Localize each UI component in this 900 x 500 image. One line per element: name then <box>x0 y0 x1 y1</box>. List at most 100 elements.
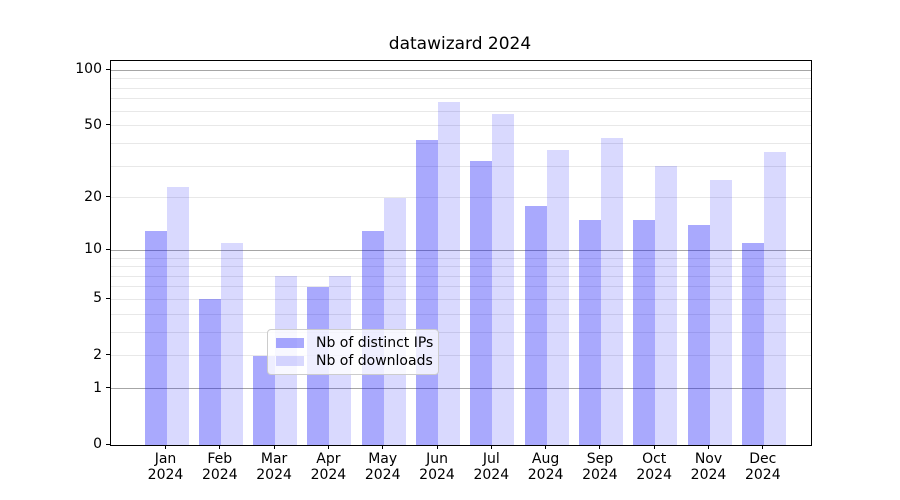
y-tick-mark <box>106 248 110 250</box>
x-tick-label: Oct 2024 <box>626 451 682 483</box>
minor-gridline <box>111 257 811 259</box>
minor-gridline <box>111 298 811 300</box>
x-tick-mark <box>708 445 709 449</box>
x-tick-month: Jan <box>154 451 177 467</box>
x-tick-label: Aug 2024 <box>518 451 574 483</box>
x-tick-label: Jan 2024 <box>138 451 194 483</box>
x-tick-mark <box>436 445 438 449</box>
bar-downloads-may <box>383 197 406 445</box>
bar-ips-dec <box>741 243 764 445</box>
minor-gridline <box>111 355 811 357</box>
x-tick-month: Jun <box>426 451 448 467</box>
x-tick-mark <box>273 445 275 449</box>
x-tick-label: Apr 2024 <box>300 451 356 483</box>
x-tick-mark <box>762 445 764 449</box>
x-tick-year: 2024 <box>690 467 727 483</box>
x-tick-year: 2024 <box>310 467 347 483</box>
y-tick-mark <box>106 354 110 356</box>
bar-ips-jan <box>144 230 167 445</box>
x-tick-mark <box>545 445 547 449</box>
bar-downloads-oct <box>655 166 678 445</box>
x-tick-year: 2024 <box>744 467 781 483</box>
minor-gridline <box>111 313 811 315</box>
x-tick-mark <box>653 445 655 449</box>
x-tick-month: Apr <box>316 451 341 467</box>
y-tick-label: 1 <box>93 379 102 396</box>
minor-gridline <box>111 125 811 127</box>
x-tick-month: Feb <box>207 451 233 467</box>
y-tick-mark <box>106 68 110 70</box>
bar-ips-jun <box>416 139 438 445</box>
major-gridline <box>111 69 811 71</box>
bar-downloads-sep <box>600 137 623 445</box>
legend-swatch-distinct-ips <box>276 338 304 348</box>
x-tick-month: Jul <box>482 451 500 467</box>
minor-gridline <box>111 197 811 199</box>
minor-gridline <box>111 98 811 100</box>
y-tick-label: 20 <box>84 188 102 205</box>
x-tick-label: Jul 2024 <box>463 451 519 483</box>
x-tick-year: 2024 <box>527 467 564 483</box>
minor-gridline <box>111 286 811 288</box>
x-tick-month: May <box>368 451 398 467</box>
y-tick-mark <box>106 124 110 126</box>
x-tick-month: Oct <box>642 451 667 467</box>
y-tick-mark <box>106 196 110 198</box>
bar-downloads-dec <box>763 151 786 445</box>
x-tick-month: Mar <box>260 451 288 467</box>
x-tick-mark <box>219 445 221 449</box>
bar-ips-sep <box>578 219 601 445</box>
bar-ips-nov <box>687 225 710 445</box>
x-tick-label: Jun 2024 <box>409 451 465 483</box>
plot-area <box>110 60 812 446</box>
chart-title: datawizard 2024 <box>388 34 532 54</box>
x-tick-mark <box>165 445 166 449</box>
bar-ips-jul <box>470 161 493 445</box>
legend: Nb of distinct IPs Nb of downloads <box>267 329 439 375</box>
bar-downloads-feb <box>220 243 243 445</box>
bar-downloads-aug <box>546 149 569 445</box>
minor-gridline <box>111 331 811 333</box>
y-tick-label: 100 <box>75 61 102 78</box>
x-tick-label: Feb 2024 <box>192 451 248 483</box>
x-tick-year: 2024 <box>201 467 238 483</box>
y-tick-mark <box>106 297 110 299</box>
bar-downloads-jul <box>492 113 515 445</box>
x-tick-year: 2024 <box>582 467 618 483</box>
y-tick-label: 10 <box>84 241 102 258</box>
y-tick-label: 5 <box>93 290 102 307</box>
bar-ips-mar <box>253 355 276 445</box>
x-tick-mark <box>490 445 492 449</box>
y-tick-mark <box>106 443 110 445</box>
legend-label: Nb of downloads <box>316 353 433 369</box>
bar-downloads-nov <box>709 180 732 445</box>
minor-gridline <box>111 266 811 268</box>
x-tick-year: 2024 <box>256 467 292 483</box>
x-tick-mark <box>382 445 384 449</box>
minor-gridline <box>111 78 811 80</box>
y-tick-label: 2 <box>93 346 102 363</box>
x-tick-label: May 2024 <box>355 451 411 483</box>
legend-swatch-downloads <box>276 356 304 366</box>
x-tick-year: 2024 <box>147 467 184 483</box>
bar-ips-oct <box>633 219 656 445</box>
x-tick-month: Dec <box>749 451 777 467</box>
x-tick-year: 2024 <box>473 467 510 483</box>
legend-label: Nb of distinct IPs <box>316 335 434 351</box>
x-tick-month: Aug <box>531 451 560 467</box>
minor-gridline <box>111 165 811 167</box>
x-tick-year: 2024 <box>364 467 401 483</box>
x-tick-label: Mar 2024 <box>246 451 302 483</box>
legend-item: Nb of distinct IPs <box>276 335 434 351</box>
x-tick-year: 2024 <box>419 467 455 483</box>
bar-downloads-jan <box>166 186 189 445</box>
y-tick-label: 0 <box>93 436 102 452</box>
minor-gridline <box>111 110 811 112</box>
x-tick-label: Dec 2024 <box>735 451 791 483</box>
x-tick-label: Sep 2024 <box>572 451 628 483</box>
legend-item: Nb of downloads <box>276 353 433 369</box>
x-tick-month: Sep <box>586 451 614 467</box>
major-gridline <box>111 249 811 251</box>
bar-downloads-jun <box>438 102 460 445</box>
